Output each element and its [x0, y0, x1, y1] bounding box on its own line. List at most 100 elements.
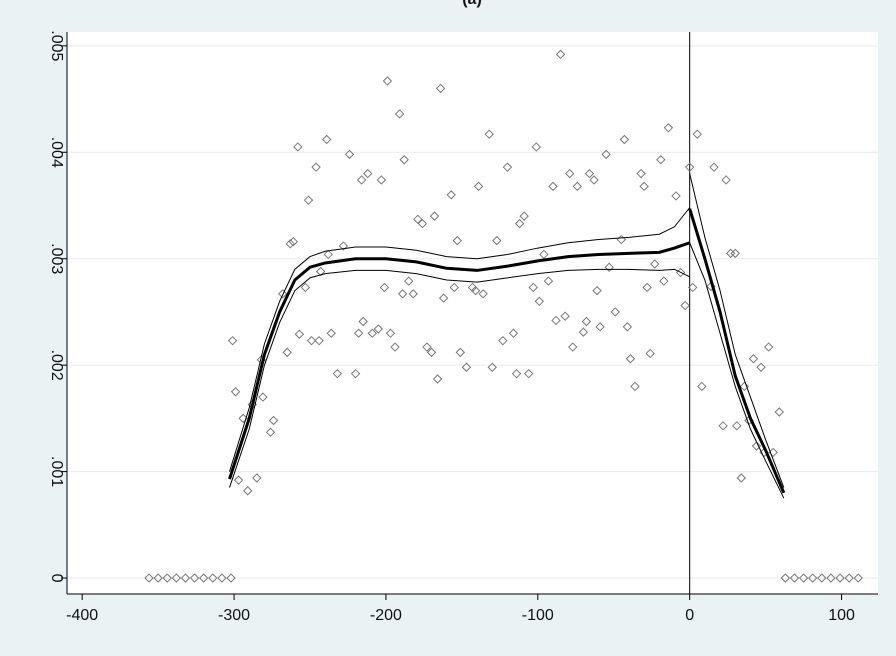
point — [404, 276, 414, 286]
point — [449, 282, 459, 293]
point — [438, 293, 449, 303]
point — [601, 149, 611, 160]
point — [659, 276, 669, 286]
point — [736, 473, 747, 483]
x-tick-label: -200 — [370, 607, 402, 624]
point — [709, 162, 719, 172]
point — [826, 573, 836, 583]
point — [543, 276, 554, 286]
point — [473, 181, 484, 192]
point — [688, 282, 698, 293]
point — [487, 362, 497, 372]
point — [358, 316, 368, 327]
point — [789, 573, 800, 583]
point — [568, 342, 578, 352]
point — [551, 315, 561, 326]
point — [578, 327, 589, 337]
point — [189, 573, 200, 583]
y-tick-label: .002 — [48, 350, 65, 381]
fit-line — [228, 241, 691, 480]
point — [663, 123, 674, 133]
point — [751, 441, 762, 451]
point — [315, 266, 326, 277]
point — [625, 354, 636, 364]
point — [807, 573, 818, 583]
point — [332, 368, 343, 379]
point — [356, 175, 367, 185]
point — [394, 109, 405, 119]
point — [217, 573, 227, 583]
point — [282, 347, 292, 358]
point — [382, 76, 393, 86]
point — [739, 381, 750, 392]
point — [265, 427, 276, 437]
point — [560, 311, 570, 321]
point — [692, 129, 702, 139]
point — [399, 155, 409, 165]
point — [730, 248, 740, 259]
point — [422, 342, 432, 352]
point — [718, 421, 728, 431]
point — [376, 175, 387, 185]
point — [697, 381, 707, 392]
point — [367, 328, 377, 338]
point — [589, 175, 599, 185]
point — [470, 285, 481, 296]
point — [303, 195, 314, 205]
point — [397, 289, 408, 299]
point — [180, 573, 191, 583]
fit-line — [229, 268, 690, 488]
point — [417, 218, 428, 229]
point — [350, 368, 361, 379]
point — [531, 142, 541, 152]
point — [268, 415, 279, 426]
point — [581, 316, 592, 327]
point — [564, 168, 575, 179]
point — [539, 249, 549, 260]
point — [323, 249, 333, 260]
point — [523, 368, 534, 379]
point — [353, 328, 364, 338]
point — [432, 374, 443, 384]
point — [684, 162, 695, 172]
point — [144, 573, 154, 583]
point — [680, 300, 690, 311]
point — [294, 329, 305, 339]
point — [293, 142, 303, 152]
point — [798, 573, 809, 583]
point — [238, 413, 248, 424]
point — [429, 211, 440, 221]
point — [780, 573, 791, 583]
point — [502, 162, 513, 172]
point — [452, 235, 463, 246]
y-tick-label: .001 — [48, 456, 65, 487]
point — [548, 181, 558, 192]
point — [455, 347, 466, 358]
point — [311, 162, 321, 172]
chart-title: (a) — [462, 0, 482, 8]
point — [656, 155, 666, 165]
point — [492, 235, 502, 246]
point — [390, 342, 400, 352]
point — [300, 282, 311, 293]
point — [285, 239, 295, 249]
point — [732, 421, 742, 431]
point — [572, 181, 582, 192]
point — [671, 191, 681, 201]
y-tick-label: 0 — [48, 574, 65, 583]
point — [484, 129, 494, 139]
point — [619, 134, 630, 145]
plot-area — [67, 32, 878, 594]
point — [768, 447, 778, 458]
point — [592, 285, 602, 296]
point — [622, 322, 633, 332]
point — [230, 387, 241, 397]
point — [514, 218, 525, 229]
point — [817, 573, 827, 583]
x-tick-label: -400 — [66, 607, 98, 624]
point — [243, 486, 253, 496]
point — [721, 175, 731, 185]
point — [498, 335, 508, 346]
point — [774, 407, 784, 417]
point — [630, 381, 640, 392]
